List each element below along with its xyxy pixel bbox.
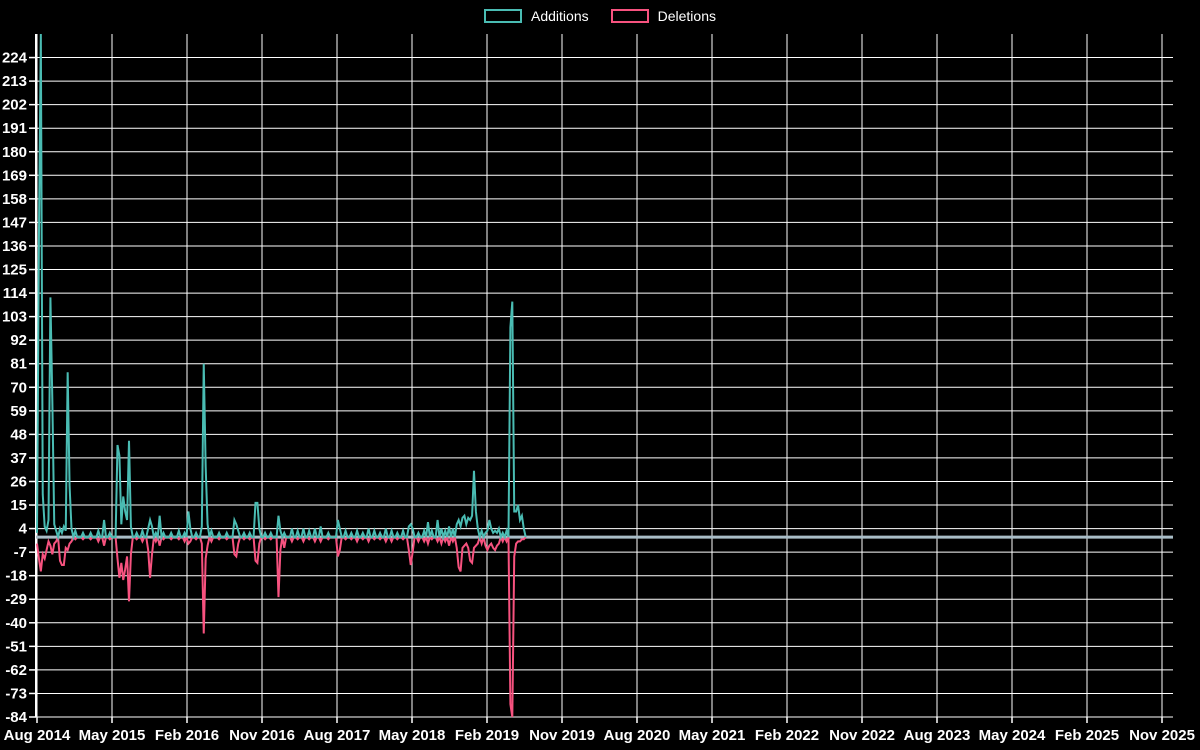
svg-text:103: 103	[2, 309, 27, 326]
svg-text:191: 191	[2, 120, 27, 137]
svg-text:Aug 2020: Aug 2020	[604, 727, 671, 744]
svg-text:202: 202	[2, 97, 27, 114]
svg-text:-29: -29	[5, 591, 27, 608]
svg-text:Aug 2014: Aug 2014	[4, 727, 71, 744]
svg-text:-18: -18	[5, 568, 27, 585]
svg-text:Feb 2025: Feb 2025	[1055, 727, 1119, 744]
svg-text:213: 213	[2, 73, 27, 90]
svg-text:15: 15	[10, 497, 27, 514]
x-gridlines	[36, 34, 1163, 723]
svg-text:Nov 2022: Nov 2022	[829, 727, 895, 744]
svg-text:May 2024: May 2024	[979, 727, 1046, 744]
svg-text:169: 169	[2, 167, 27, 184]
svg-text:May 2018: May 2018	[379, 727, 446, 744]
x-axis-labels: Aug 2014 May 2015 Feb 2016 Nov 2016 Aug 2017…	[4, 727, 1195, 744]
svg-text:92: 92	[10, 332, 27, 349]
deletions-line	[36, 533, 527, 718]
y-gridlines	[29, 56, 1173, 718]
svg-text:-62: -62	[5, 662, 27, 679]
svg-text:48: 48	[10, 426, 27, 443]
svg-text:Nov 2019: Nov 2019	[529, 727, 595, 744]
svg-text:26: 26	[10, 473, 27, 490]
svg-text:Feb 2022: Feb 2022	[755, 727, 819, 744]
svg-text:May 2015: May 2015	[79, 727, 146, 744]
legend-item-additions[interactable]: Additions	[484, 7, 589, 25]
svg-text:81: 81	[10, 356, 27, 373]
svg-text:136: 136	[2, 238, 27, 255]
additions-line	[36, 33, 527, 542]
svg-text:224: 224	[2, 50, 28, 67]
deletions-swatch-icon	[610, 9, 649, 23]
additions-swatch-icon	[484, 9, 523, 23]
svg-text:Feb 2016: Feb 2016	[155, 727, 219, 744]
svg-text:4: 4	[19, 521, 28, 538]
svg-text:Nov 2025: Nov 2025	[1129, 727, 1195, 744]
svg-text:Feb 2019: Feb 2019	[455, 727, 519, 744]
svg-text:70: 70	[10, 379, 27, 396]
svg-text:59: 59	[10, 403, 27, 420]
svg-text:37: 37	[10, 450, 27, 467]
chart-legend: Additions Deletions	[0, 7, 1200, 25]
svg-text:-84: -84	[5, 709, 27, 726]
svg-text:-40: -40	[5, 615, 27, 632]
svg-text:Nov 2016: Nov 2016	[229, 727, 295, 744]
svg-text:-73: -73	[5, 685, 27, 702]
legend-label-deletions: Deletions	[657, 8, 716, 24]
svg-text:May 2021: May 2021	[679, 727, 746, 744]
y-axis-labels: 224 213 202 191 180 169 158 147 136 125 114 103 92 81…	[2, 50, 28, 726]
svg-text:-7: -7	[14, 544, 27, 561]
svg-text:114: 114	[3, 285, 28, 302]
svg-text:158: 158	[2, 191, 27, 208]
svg-text:-51: -51	[5, 638, 27, 655]
svg-text:147: 147	[2, 214, 27, 231]
legend-label-additions: Additions	[531, 8, 589, 24]
svg-text:Aug 2023: Aug 2023	[904, 727, 971, 744]
svg-text:180: 180	[2, 144, 27, 161]
svg-text:Aug 2017: Aug 2017	[304, 727, 371, 744]
legend-item-deletions[interactable]: Deletions	[610, 7, 716, 25]
svg-text:125: 125	[2, 262, 27, 279]
